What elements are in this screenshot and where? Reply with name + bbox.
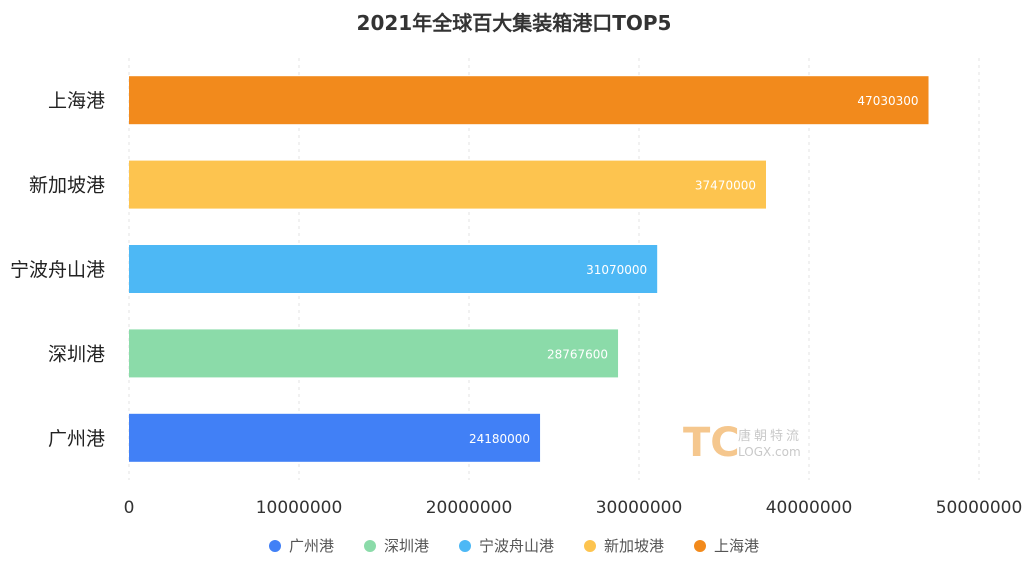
- svg-text:TC: TC: [683, 420, 740, 466]
- legend-marker: [694, 540, 706, 552]
- legend-label: 广州港: [289, 537, 334, 555]
- bar-value-label: 24180000: [469, 432, 530, 446]
- legend-label: 深圳港: [384, 537, 429, 555]
- legend-item[interactable]: 新加坡港: [584, 537, 664, 555]
- bar-value-label: 47030300: [857, 94, 918, 108]
- legend-item[interactable]: 广州港: [269, 537, 334, 555]
- x-axis-ticks: 0 10000000 20000000 30000000 40000000 5000000…: [124, 498, 1023, 518]
- bar[interactable]: [129, 160, 766, 209]
- watermark-url: LOGX.com: [738, 445, 801, 459]
- x-tick-label: 20000000: [426, 498, 513, 518]
- legend-label: 宁波舟山港: [479, 537, 554, 555]
- bar-value-label: 28767600: [547, 347, 608, 361]
- bar[interactable]: [129, 76, 929, 125]
- category-label: 宁波舟山港: [10, 259, 105, 281]
- legend[interactable]: 广州港 深圳港 宁波舟山港 新加坡港 上海港: [269, 537, 759, 555]
- bar[interactable]: [129, 245, 658, 293]
- legend-item[interactable]: 上海港: [694, 537, 759, 555]
- watermark-name: 唐朝特流: [738, 428, 802, 444]
- category-label: 上海港: [48, 90, 105, 112]
- x-tick-label: 50000000: [936, 498, 1023, 518]
- legend-label: 新加坡港: [604, 537, 664, 555]
- bar[interactable]: [129, 329, 619, 378]
- bar[interactable]: [129, 413, 541, 462]
- bars: 47030300 37470000 31070000 28767600 24180000: [129, 76, 929, 462]
- x-tick-label: 10000000: [256, 498, 343, 518]
- x-tick-label: 40000000: [766, 498, 853, 518]
- category-label: 深圳港: [48, 343, 105, 365]
- legend-marker: [459, 540, 471, 552]
- bar-value-label: 37470000: [695, 179, 756, 193]
- legend-marker: [364, 540, 376, 552]
- legend-item[interactable]: 深圳港: [364, 537, 429, 555]
- chart-title: 2021年全球百大集装箱港口TOP5: [357, 11, 672, 35]
- category-label: 广州港: [48, 428, 105, 450]
- category-label: 新加坡港: [29, 175, 105, 197]
- legend-marker: [269, 540, 281, 552]
- legend-marker: [584, 540, 596, 552]
- bar-value-label: 31070000: [586, 263, 647, 277]
- watermark-logo: TC 唐朝特流 LOGX.com: [683, 420, 802, 466]
- x-tick-label: 30000000: [596, 498, 683, 518]
- x-tick-label: 0: [124, 498, 135, 518]
- legend-item[interactable]: 宁波舟山港: [459, 537, 554, 555]
- legend-label: 上海港: [714, 537, 759, 555]
